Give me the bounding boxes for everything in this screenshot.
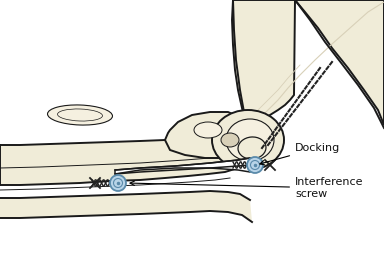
Ellipse shape xyxy=(194,122,222,138)
Ellipse shape xyxy=(238,137,266,159)
Ellipse shape xyxy=(212,110,284,170)
Polygon shape xyxy=(0,191,252,222)
Circle shape xyxy=(110,175,126,191)
Ellipse shape xyxy=(226,119,274,161)
Ellipse shape xyxy=(221,133,239,147)
Text: Docking: Docking xyxy=(260,143,340,165)
Polygon shape xyxy=(232,0,384,130)
Polygon shape xyxy=(0,139,248,185)
Circle shape xyxy=(247,157,263,173)
Polygon shape xyxy=(165,112,248,158)
Text: Interference
screw: Interference screw xyxy=(130,177,364,199)
Ellipse shape xyxy=(48,105,113,125)
Polygon shape xyxy=(115,158,258,174)
